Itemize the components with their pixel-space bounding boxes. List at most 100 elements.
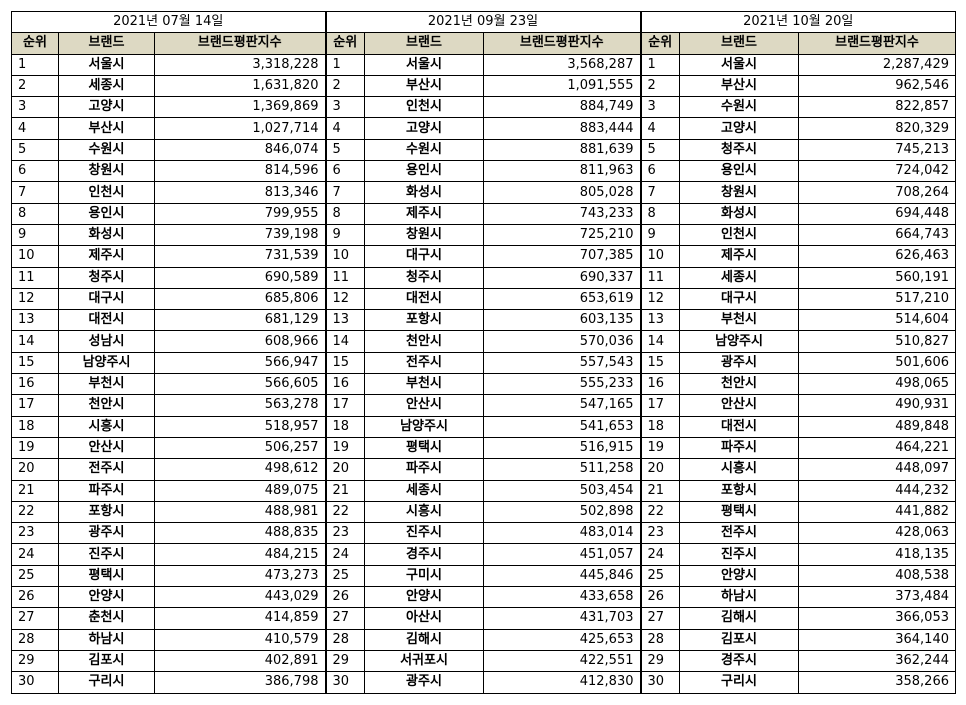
table-row: 5 수원시 846,074 5 수원시 881,639 5 청주시 745,213 bbox=[11, 138, 956, 162]
score-cell: 1,027,714 bbox=[154, 117, 326, 140]
col-header-score: 브랜드평판지수 bbox=[483, 32, 641, 55]
brand-cell: 부산시 bbox=[679, 74, 799, 98]
brand-cell: 대구시 bbox=[58, 287, 155, 311]
brand-cell: 파주시 bbox=[679, 436, 799, 460]
brand-cell: 고양시 bbox=[679, 117, 799, 140]
brand-cell: 제주시 bbox=[58, 245, 155, 268]
score-cell: 547,165 bbox=[483, 394, 641, 417]
rank-cell: 1 bbox=[324, 53, 365, 76]
rank-cell: 23 bbox=[324, 522, 365, 545]
rank-cell: 9 bbox=[11, 223, 59, 247]
rank-cell: 25 bbox=[324, 564, 365, 588]
rank-cell: 8 bbox=[324, 202, 365, 225]
rank-cell: 26 bbox=[324, 586, 365, 609]
period-date-3: 2021년 10월 20일 bbox=[639, 10, 956, 34]
score-cell: 820,329 bbox=[798, 117, 956, 140]
rank-cell: 4 bbox=[324, 117, 365, 140]
table-row: 15 남양주시 566,947 15 전주시 557,543 15 광주시 501,606 bbox=[11, 351, 956, 375]
brand-cell: 시흥시 bbox=[364, 500, 484, 524]
score-cell: 690,337 bbox=[483, 266, 641, 289]
score-cell: 881,639 bbox=[483, 138, 641, 162]
rank-cell: 21 bbox=[639, 479, 680, 502]
brand-cell: 전주시 bbox=[364, 351, 484, 375]
rank-cell: 25 bbox=[639, 564, 680, 588]
score-cell: 1,631,820 bbox=[154, 74, 326, 98]
rank-cell: 2 bbox=[324, 74, 365, 98]
brand-cell: 전주시 bbox=[679, 522, 799, 545]
brand-cell: 아산시 bbox=[364, 607, 484, 630]
rank-cell: 20 bbox=[639, 458, 680, 481]
brand-cell: 창원시 bbox=[364, 223, 484, 247]
rank-cell: 10 bbox=[324, 245, 365, 268]
rank-cell: 7 bbox=[324, 181, 365, 204]
table-row: 10 제주시 731,539 10 대구시 707,385 10 제주시 626,463 bbox=[11, 245, 956, 268]
score-cell: 743,233 bbox=[483, 202, 641, 225]
col-header-rank: 순위 bbox=[324, 32, 365, 55]
score-cell: 745,213 bbox=[798, 138, 956, 162]
brand-cell: 포항시 bbox=[679, 479, 799, 502]
score-cell: 473,273 bbox=[154, 564, 326, 588]
score-cell: 1,369,869 bbox=[154, 96, 326, 119]
brand-cell: 포항시 bbox=[58, 500, 155, 524]
brand-cell: 안산시 bbox=[58, 436, 155, 460]
score-cell: 488,835 bbox=[154, 522, 326, 545]
score-cell: 362,244 bbox=[798, 649, 956, 673]
rank-cell: 27 bbox=[324, 607, 365, 630]
rank-cell: 15 bbox=[639, 351, 680, 375]
rank-cell: 24 bbox=[639, 543, 680, 566]
rank-cell: 10 bbox=[11, 245, 59, 268]
brand-cell: 진주시 bbox=[58, 543, 155, 566]
rank-cell: 20 bbox=[11, 458, 59, 481]
rank-cell: 22 bbox=[639, 500, 680, 524]
brand-cell: 천안시 bbox=[58, 394, 155, 417]
brand-cell: 전주시 bbox=[58, 458, 155, 481]
brand-cell: 청주시 bbox=[679, 138, 799, 162]
score-cell: 510,827 bbox=[798, 330, 956, 353]
score-cell: 443,029 bbox=[154, 586, 326, 609]
table-row: 21 파주시 489,075 21 세종시 503,454 21 포항시 444,232 bbox=[11, 479, 956, 502]
rank-cell: 1 bbox=[11, 53, 59, 76]
rank-cell: 28 bbox=[639, 628, 680, 651]
rank-cell: 18 bbox=[639, 415, 680, 438]
brand-cell: 대전시 bbox=[679, 415, 799, 438]
brand-cell: 서울시 bbox=[679, 53, 799, 76]
rank-cell: 17 bbox=[639, 394, 680, 417]
score-cell: 626,463 bbox=[798, 245, 956, 268]
period-date-1: 2021년 07월 14일 bbox=[11, 10, 326, 34]
table-row: 2 세종시 1,631,820 2 부산시 1,091,555 2 부산시 962,546 bbox=[11, 74, 956, 98]
period-date-2: 2021년 09월 23일 bbox=[324, 10, 641, 34]
period-date-row: 2021년 07월 14일 2021년 09월 23일 2021년 10월 20… bbox=[11, 10, 956, 34]
score-cell: 516,915 bbox=[483, 436, 641, 460]
score-cell: 707,385 bbox=[483, 245, 641, 268]
score-cell: 448,097 bbox=[798, 458, 956, 481]
rank-cell: 4 bbox=[11, 117, 59, 140]
rank-cell: 8 bbox=[11, 202, 59, 225]
brand-cell: 파주시 bbox=[58, 479, 155, 502]
rank-cell: 14 bbox=[11, 330, 59, 353]
table-row: 11 청주시 690,589 11 청주시 690,337 11 세종시 560,191 bbox=[11, 266, 956, 289]
rank-cell: 26 bbox=[11, 586, 59, 609]
score-cell: 681,129 bbox=[154, 309, 326, 332]
brand-cell: 안양시 bbox=[679, 564, 799, 588]
score-cell: 402,891 bbox=[154, 649, 326, 673]
rank-cell: 4 bbox=[639, 117, 680, 140]
brand-cell: 안양시 bbox=[364, 586, 484, 609]
rank-cell: 16 bbox=[639, 373, 680, 396]
score-cell: 358,266 bbox=[798, 671, 956, 694]
score-cell: 483,014 bbox=[483, 522, 641, 545]
brand-cell: 세종시 bbox=[364, 479, 484, 502]
brand-cell: 평택시 bbox=[58, 564, 155, 588]
score-cell: 557,543 bbox=[483, 351, 641, 375]
table-row: 18 시흥시 518,957 18 남양주시 541,653 18 대전시 489,848 bbox=[11, 415, 956, 438]
brand-cell: 대전시 bbox=[58, 309, 155, 332]
brand-cell: 고양시 bbox=[364, 117, 484, 140]
score-cell: 366,053 bbox=[798, 607, 956, 630]
table-row: 23 광주시 488,835 23 진주시 483,014 23 전주시 428,063 bbox=[11, 522, 956, 545]
score-cell: 822,857 bbox=[798, 96, 956, 119]
score-cell: 883,444 bbox=[483, 117, 641, 140]
brand-cell: 진주시 bbox=[679, 543, 799, 566]
brand-cell: 세종시 bbox=[679, 266, 799, 289]
score-cell: 511,258 bbox=[483, 458, 641, 481]
brand-cell: 부산시 bbox=[58, 117, 155, 140]
rank-cell: 7 bbox=[639, 181, 680, 204]
